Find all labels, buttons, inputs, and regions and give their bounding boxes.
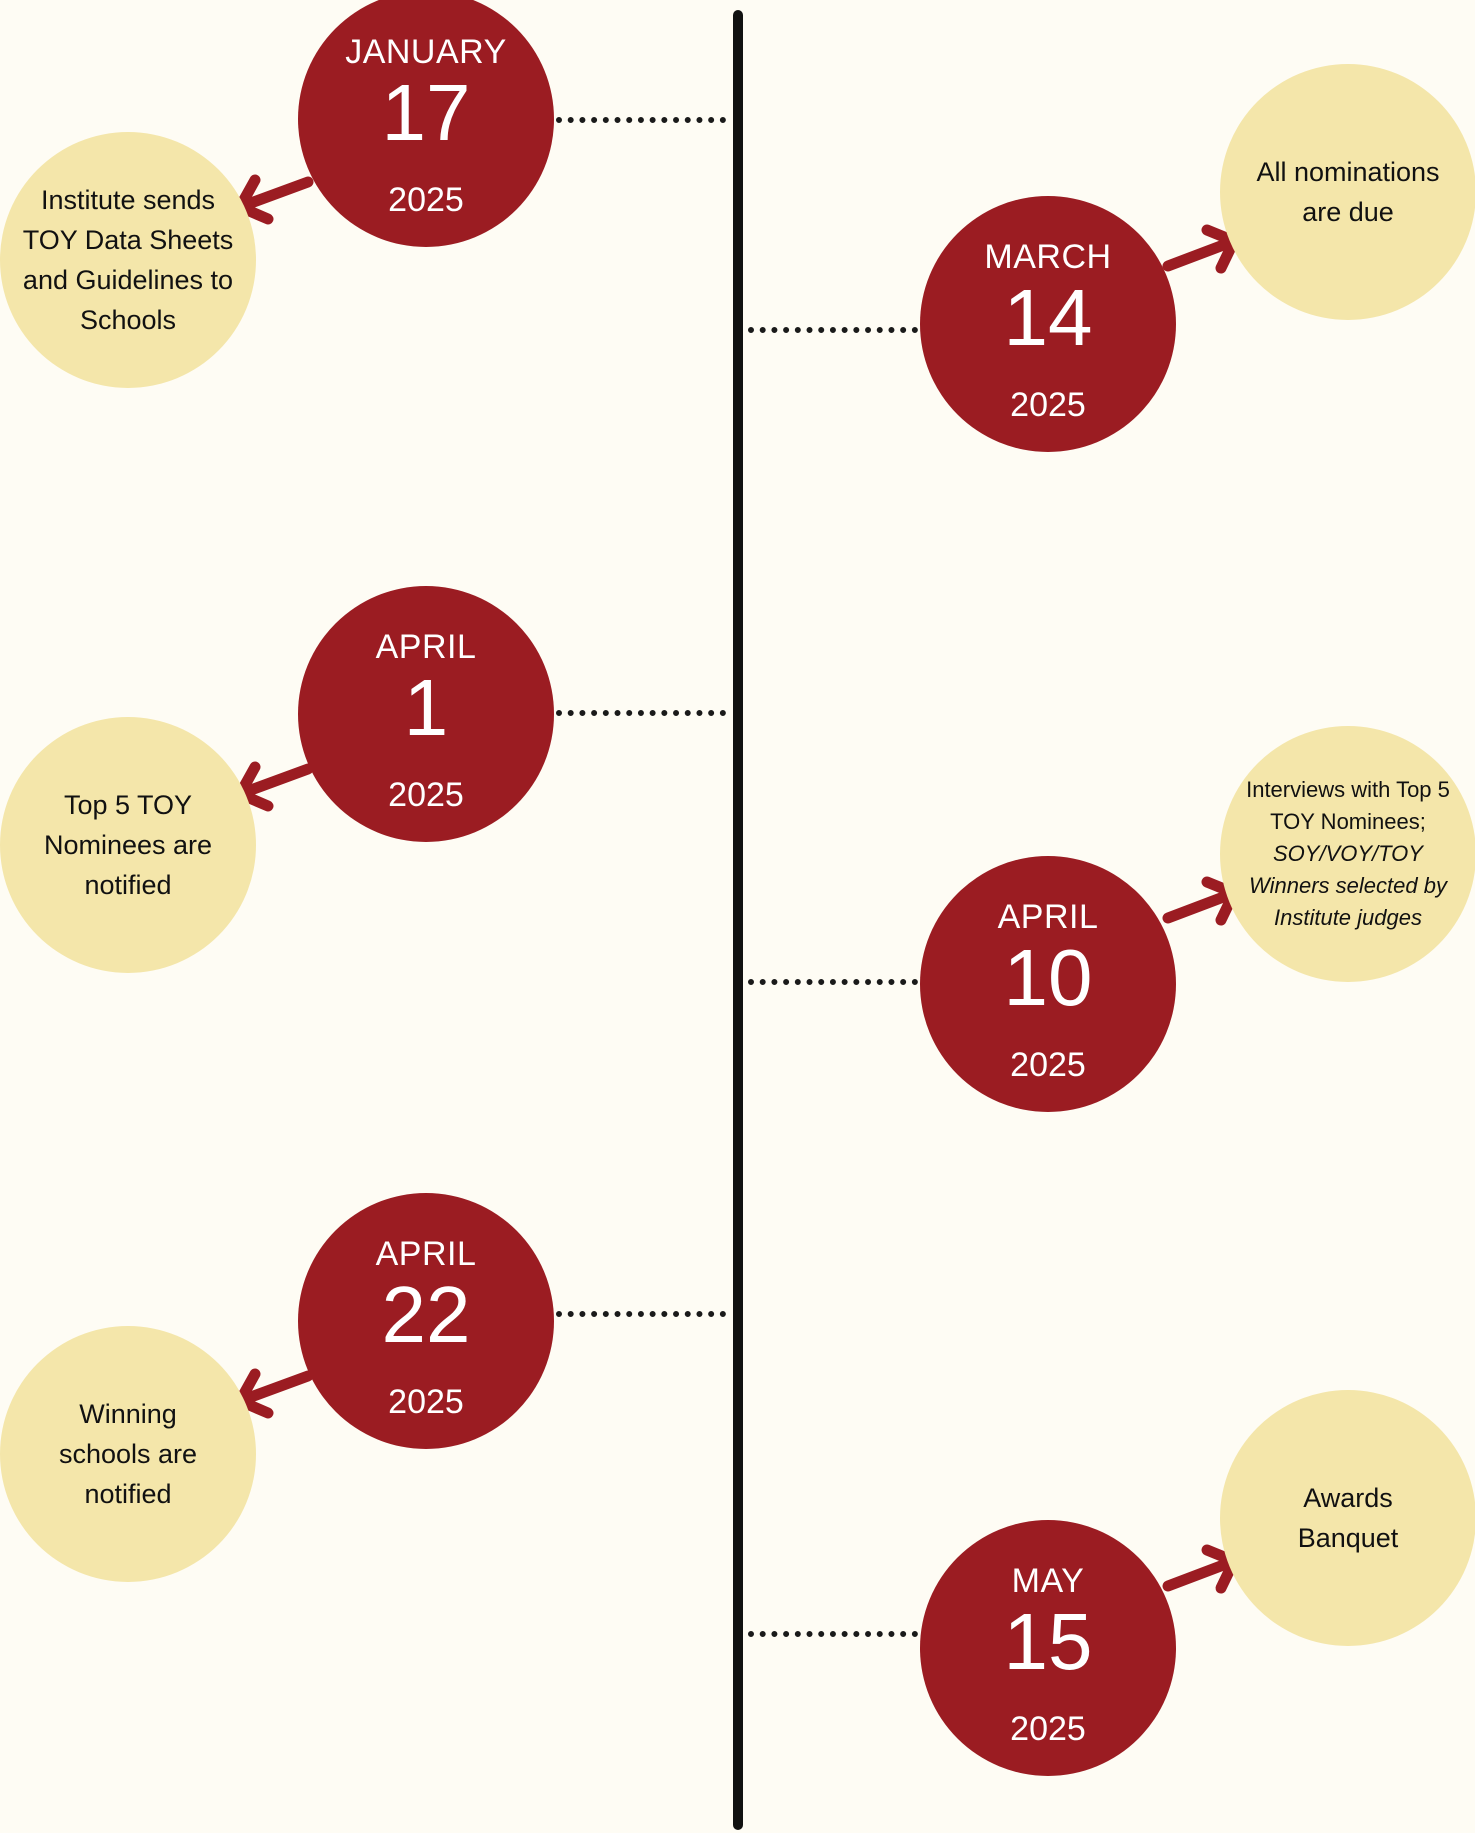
date-year: 2025 [388, 181, 464, 219]
connector-dots [556, 710, 726, 716]
connector-dots [748, 979, 918, 985]
date-circle: APRIL 22 2025 [298, 1193, 554, 1449]
event-note: Interviews with Top 5 TOY Nominees; SOY/… [1220, 726, 1475, 982]
date-month: APRIL [997, 898, 1099, 936]
connector-dots [556, 117, 726, 123]
date-month: JANUARY [345, 33, 507, 71]
timeline-spine [733, 10, 743, 1830]
event-note: Top 5 TOY Nominees are notified [0, 717, 256, 973]
date-year: 2025 [388, 776, 464, 814]
date-circle: JANUARY 17 2025 [298, 0, 554, 247]
date-day: 17 [381, 68, 471, 157]
date-day: 1 [403, 663, 449, 752]
event-description-text: Interviews with Top 5 TOY Nominees; [1246, 777, 1450, 834]
date-year: 2025 [388, 1383, 464, 1421]
date-circle: APRIL 10 2025 [920, 856, 1176, 1112]
event-note: All nominations are due [1220, 64, 1475, 320]
event-description: Institute sends TOY Data Sheets and Guid… [22, 185, 234, 335]
event-note: Awards Banquet [1220, 1390, 1475, 1646]
date-month: APRIL [375, 1235, 477, 1273]
date-day: 15 [1003, 1597, 1093, 1686]
date-circle: MARCH 14 2025 [920, 196, 1176, 452]
event-description: Winning schools are notified [58, 1399, 198, 1509]
date-month: MARCH [984, 238, 1112, 276]
event-description: Interviews with Top 5 TOY Nominees; SOY/… [1232, 774, 1464, 934]
date-year: 2025 [1010, 1046, 1086, 1084]
date-circle: APRIL 1 2025 [298, 586, 554, 842]
date-day: 10 [1003, 933, 1093, 1022]
arrow-right-icon [1162, 224, 1242, 274]
event-description: Top 5 TOY Nominees are notified [43, 790, 213, 900]
connector-dots [748, 1631, 918, 1637]
date-month: APRIL [375, 628, 477, 666]
event-note: Winning schools are notified [0, 1326, 256, 1582]
arrow-right-icon [1162, 1544, 1242, 1594]
event-description-italic: SOY/VOY/TOY Winners selected by Institut… [1249, 841, 1447, 930]
date-month: MAY [1011, 1562, 1085, 1600]
date-circle: MAY 15 2025 [920, 1520, 1176, 1776]
connector-dots [748, 327, 918, 333]
connector-dots [556, 1311, 726, 1317]
date-year: 2025 [1010, 386, 1086, 424]
event-description: Awards Banquet [1297, 1483, 1399, 1553]
date-day: 22 [381, 1270, 471, 1359]
event-description: All nominations are due [1256, 157, 1440, 227]
event-note: Institute sends TOY Data Sheets and Guid… [0, 132, 256, 388]
date-day: 14 [1003, 273, 1093, 362]
date-year: 2025 [1010, 1710, 1086, 1748]
